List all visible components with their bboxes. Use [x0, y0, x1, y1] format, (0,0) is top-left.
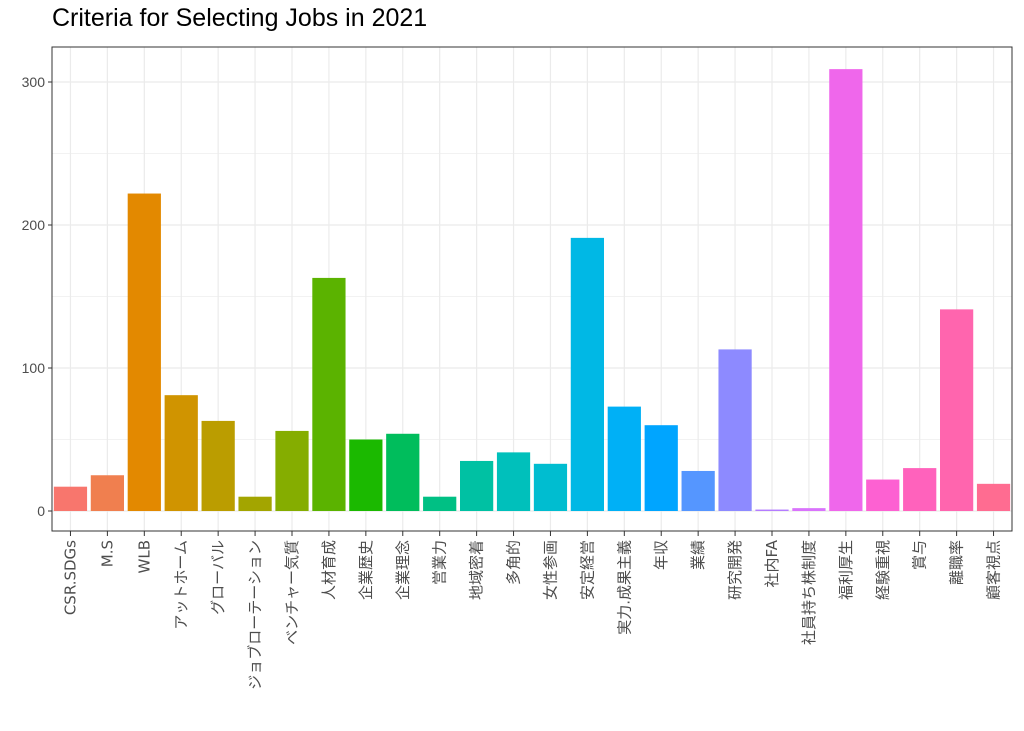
bar [607, 406, 641, 511]
y-tick-label: 0 [37, 503, 45, 519]
x-tick-label: グローバル [209, 540, 227, 615]
bar [275, 430, 309, 511]
bar [238, 496, 272, 511]
bar [829, 69, 863, 511]
x-tick-label: 業績 [689, 540, 707, 570]
bar [533, 463, 568, 511]
x-tick-label: CSR.SDGs [61, 540, 79, 615]
x-tick-label: 賞与 [911, 540, 929, 570]
bar [681, 470, 715, 511]
bar [940, 309, 974, 511]
plot-panel-border [51, 46, 1013, 532]
bar [976, 483, 1011, 511]
x-tick-label: 企業理念 [394, 540, 412, 600]
bar [755, 509, 789, 511]
bar [349, 439, 383, 511]
bar [201, 420, 235, 511]
x-tick-label: アットホーム [172, 540, 190, 630]
x-tick-label: 社内FA [763, 539, 781, 587]
bar [53, 486, 88, 511]
x-tick-label: 社員持ち株制度 [800, 540, 818, 645]
y-tick-label: 200 [22, 217, 46, 233]
bar [644, 425, 678, 511]
bar [496, 452, 531, 511]
x-tick-label: 年収 [652, 540, 670, 570]
x-tick-label: 顧客視点 [985, 540, 1003, 600]
bar [127, 193, 161, 512]
bars [53, 69, 1011, 512]
bar [423, 496, 457, 511]
bar [386, 433, 420, 511]
x-tick-label: 実力.成果主義 [615, 540, 633, 635]
x-tick-label: 研究開発 [726, 540, 744, 600]
chart-title: Criteria for Selecting Jobs in 2021 [52, 4, 428, 32]
bar [792, 508, 826, 511]
bar [718, 349, 752, 511]
bar [460, 460, 494, 511]
x-tick-label: 多角的 [505, 540, 523, 585]
bar [866, 479, 900, 511]
x-tick-label: 福利厚生 [837, 540, 855, 600]
x-tick-label: 経験重視 [874, 540, 892, 600]
bar [90, 475, 124, 511]
x-tick-label: ジョブローテーション [246, 540, 264, 690]
bar [164, 395, 198, 511]
x-tick-label: 地域密着 [468, 540, 486, 600]
y-axis: 0 100 200 300 [22, 74, 52, 519]
x-tick-label: 企業歴史 [357, 540, 375, 600]
x-tick-label: 安定経営 [578, 540, 596, 600]
x-tick-label: WLB [135, 540, 153, 573]
y-tick-label: 100 [22, 360, 46, 376]
x-tick-label: 営業力 [431, 540, 449, 585]
y-tick-label: 300 [22, 74, 46, 90]
bar [570, 237, 604, 511]
x-tick-label: 女性参画 [541, 540, 559, 600]
bar [903, 468, 937, 511]
x-tick-label: 人材育成 [320, 540, 338, 600]
bar [312, 277, 346, 511]
x-tick-label: M.S [98, 540, 116, 567]
x-tick-label: 離職率 [948, 540, 966, 585]
x-axis: CSR.SDGs M.S WLB アットホーム グローバル ジョブローテーション ベンチャー… [61, 531, 1003, 690]
x-tick-label: ベンチャー気質 [283, 540, 301, 645]
